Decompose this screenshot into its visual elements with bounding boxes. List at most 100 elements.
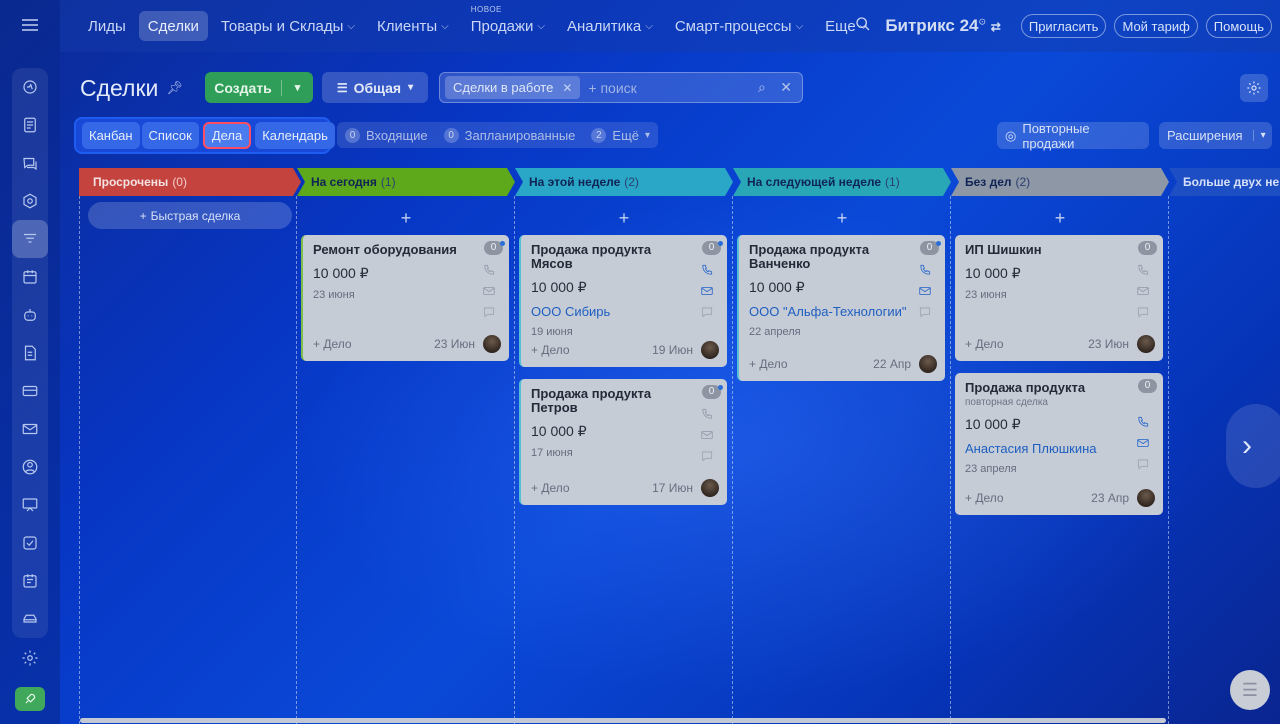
horizontal-scrollbar[interactable] [80, 718, 1166, 723]
car-icon[interactable] [12, 600, 48, 638]
deal-card[interactable]: Продажа продукта повторная сделка 10 000 ₽… [955, 373, 1163, 515]
rocket-icon[interactable] [15, 687, 45, 711]
message-icon[interactable] [918, 305, 932, 319]
nav-item[interactable]: Товары и Склады ⌵ [221, 11, 355, 41]
avatar[interactable] [1137, 489, 1155, 507]
deal-card[interactable]: Продажа продукта Петров 10 000 ₽ 17 июня 0 +… [519, 379, 727, 505]
view-tab[interactable]: Календарь [255, 122, 335, 149]
brand-logo[interactable]: Битрикс 24⊙ ⇄ [885, 16, 1001, 35]
nav-item[interactable]: Сделки [138, 11, 208, 41]
deal-title[interactable]: Продажа продукта Петров [531, 386, 652, 415]
close-icon[interactable]: ✕ [780, 79, 792, 95]
deal-card[interactable]: Ремонт оборудования 10 000 ₽ 23 июня 0 + Дел… [301, 235, 509, 361]
activity-icon[interactable] [12, 68, 48, 106]
card-icon[interactable] [12, 372, 48, 410]
mail-icon[interactable] [1136, 436, 1150, 450]
contacts-icon[interactable] [12, 448, 48, 486]
phone-icon[interactable] [700, 263, 714, 277]
view-tab[interactable]: Список [141, 122, 199, 149]
column-header[interactable]: Больше двух не [1169, 168, 1280, 196]
nav-item[interactable]: НОВОЕ Продажи ⌵ [471, 5, 545, 41]
add-deal-plus-icon[interactable]: + [836, 208, 848, 228]
robot-icon[interactable] [12, 296, 48, 334]
close-icon[interactable]: ✕ [562, 80, 573, 95]
tasks-icon[interactable] [12, 524, 48, 562]
search-icon[interactable]: ⌕ [758, 79, 766, 95]
add-activity-link[interactable]: + Дело [965, 491, 1004, 505]
deal-title[interactable]: ИП Шишкин [965, 242, 1042, 257]
avatar[interactable] [919, 355, 937, 373]
nav-item[interactable]: Лиды [88, 11, 126, 41]
mail-icon[interactable] [1136, 284, 1150, 298]
phone-icon[interactable] [918, 263, 932, 277]
search-filter-bar[interactable]: Сделки в работе ✕ + поиск ⌕ ✕ [439, 72, 803, 103]
message-icon[interactable] [1136, 305, 1150, 319]
view-tab[interactable]: Канбан [82, 122, 140, 149]
settings-gear-button[interactable] [1240, 74, 1268, 102]
nav-item[interactable]: Клиенты ⌵ [377, 11, 449, 41]
quick-deal-button[interactable]: + Быстрая сделка [88, 202, 292, 229]
timeline-icon[interactable] [12, 562, 48, 600]
category-filter-button[interactable]: ☰ Общая ▾ [322, 72, 428, 103]
client-link[interactable]: Анастасия Плюшкина [965, 441, 1097, 456]
message-icon[interactable] [482, 305, 496, 319]
column-header[interactable]: На сегодня (1) [297, 168, 515, 196]
phone-icon[interactable] [1136, 263, 1150, 277]
extensions-button[interactable]: Расширения ▾ [1159, 122, 1272, 149]
phone-icon[interactable] [1136, 415, 1150, 429]
mail-icon[interactable] [482, 284, 496, 298]
mail-icon[interactable] [700, 284, 714, 298]
nav-item[interactable]: Смарт-процессы ⌵ [675, 11, 803, 41]
phone-icon[interactable] [700, 407, 714, 421]
message-icon[interactable] [700, 449, 714, 463]
add-deal-plus-icon[interactable]: + [1054, 208, 1066, 228]
add-activity-link[interactable]: + Дело [965, 337, 1004, 351]
column-header[interactable]: На следующей неделе (1) [733, 168, 951, 196]
deal-title[interactable]: Ремонт оборудования [313, 242, 457, 257]
feed-icon[interactable] [12, 106, 48, 144]
chevron-down-icon[interactable]: ▾ [294, 82, 301, 94]
column-header[interactable]: На этой неделе (2) [515, 168, 733, 196]
avatar[interactable] [483, 335, 501, 353]
client-link[interactable]: ООО "Альфа-Технологии" [749, 304, 907, 319]
avatar[interactable] [701, 479, 719, 497]
document-icon[interactable] [12, 334, 48, 372]
help-button[interactable]: Помощь [1205, 14, 1272, 38]
funnel-icon[interactable] [12, 220, 48, 258]
deal-card[interactable]: Продажа продукта Ванченко 10 000 ₽ ООО "Ал… [737, 235, 945, 381]
filter-chip[interactable]: Сделки в работе ✕ [445, 76, 581, 99]
repeat-sales-button[interactable]: ◎ Повторные продажи [997, 121, 1149, 151]
column-header[interactable]: Просрочены (0) [79, 168, 301, 196]
mail-icon[interactable] [700, 428, 714, 442]
add-activity-link[interactable]: + Дело [531, 343, 570, 357]
add-activity-link[interactable]: + Дело [313, 337, 352, 351]
mail-icon[interactable] [918, 284, 932, 298]
view-tab[interactable]: Дела [202, 122, 252, 149]
deal-card[interactable]: ИП Шишкин 10 000 ₽ 23 июня 0 + Дело 23 Июн [955, 235, 1163, 361]
phone-icon[interactable] [482, 263, 496, 277]
message-icon[interactable] [1136, 457, 1150, 471]
avatar[interactable] [701, 341, 719, 359]
add-activity-link[interactable]: + Дело [749, 357, 788, 371]
pin-icon[interactable]: 📌︎ [166, 80, 183, 95]
deal-title[interactable]: Продажа продукта [965, 380, 1086, 395]
tariff-button[interactable]: Мой тариф [1114, 14, 1198, 38]
avatar[interactable] [1137, 335, 1155, 353]
client-link[interactable]: ООО Сибирь [531, 304, 611, 319]
presentation-icon[interactable] [12, 486, 48, 524]
create-button[interactable]: Создать ▾ [205, 72, 313, 103]
invite-button[interactable]: Пригласить [1020, 14, 1107, 38]
mail-icon[interactable] [12, 410, 48, 448]
activity-counter[interactable]: 2 Ещё ▾ [591, 127, 650, 143]
deal-title[interactable]: Продажа продукта Ванченко [749, 242, 870, 271]
search-input[interactable]: + поиск [588, 79, 637, 96]
search-icon[interactable] [855, 16, 871, 37]
add-activity-link[interactable]: + Дело [531, 481, 570, 495]
add-deal-plus-icon[interactable]: + [400, 208, 412, 228]
message-icon[interactable] [700, 305, 714, 319]
hexagon-icon[interactable] [12, 182, 48, 220]
menu-icon[interactable] [0, 0, 60, 50]
deal-card[interactable]: Продажа продукта Мясов 10 000 ₽ ООО Сибирь… [519, 235, 727, 367]
calendar-icon[interactable] [12, 258, 48, 296]
scroll-right-arrow[interactable]: › [1226, 404, 1280, 488]
